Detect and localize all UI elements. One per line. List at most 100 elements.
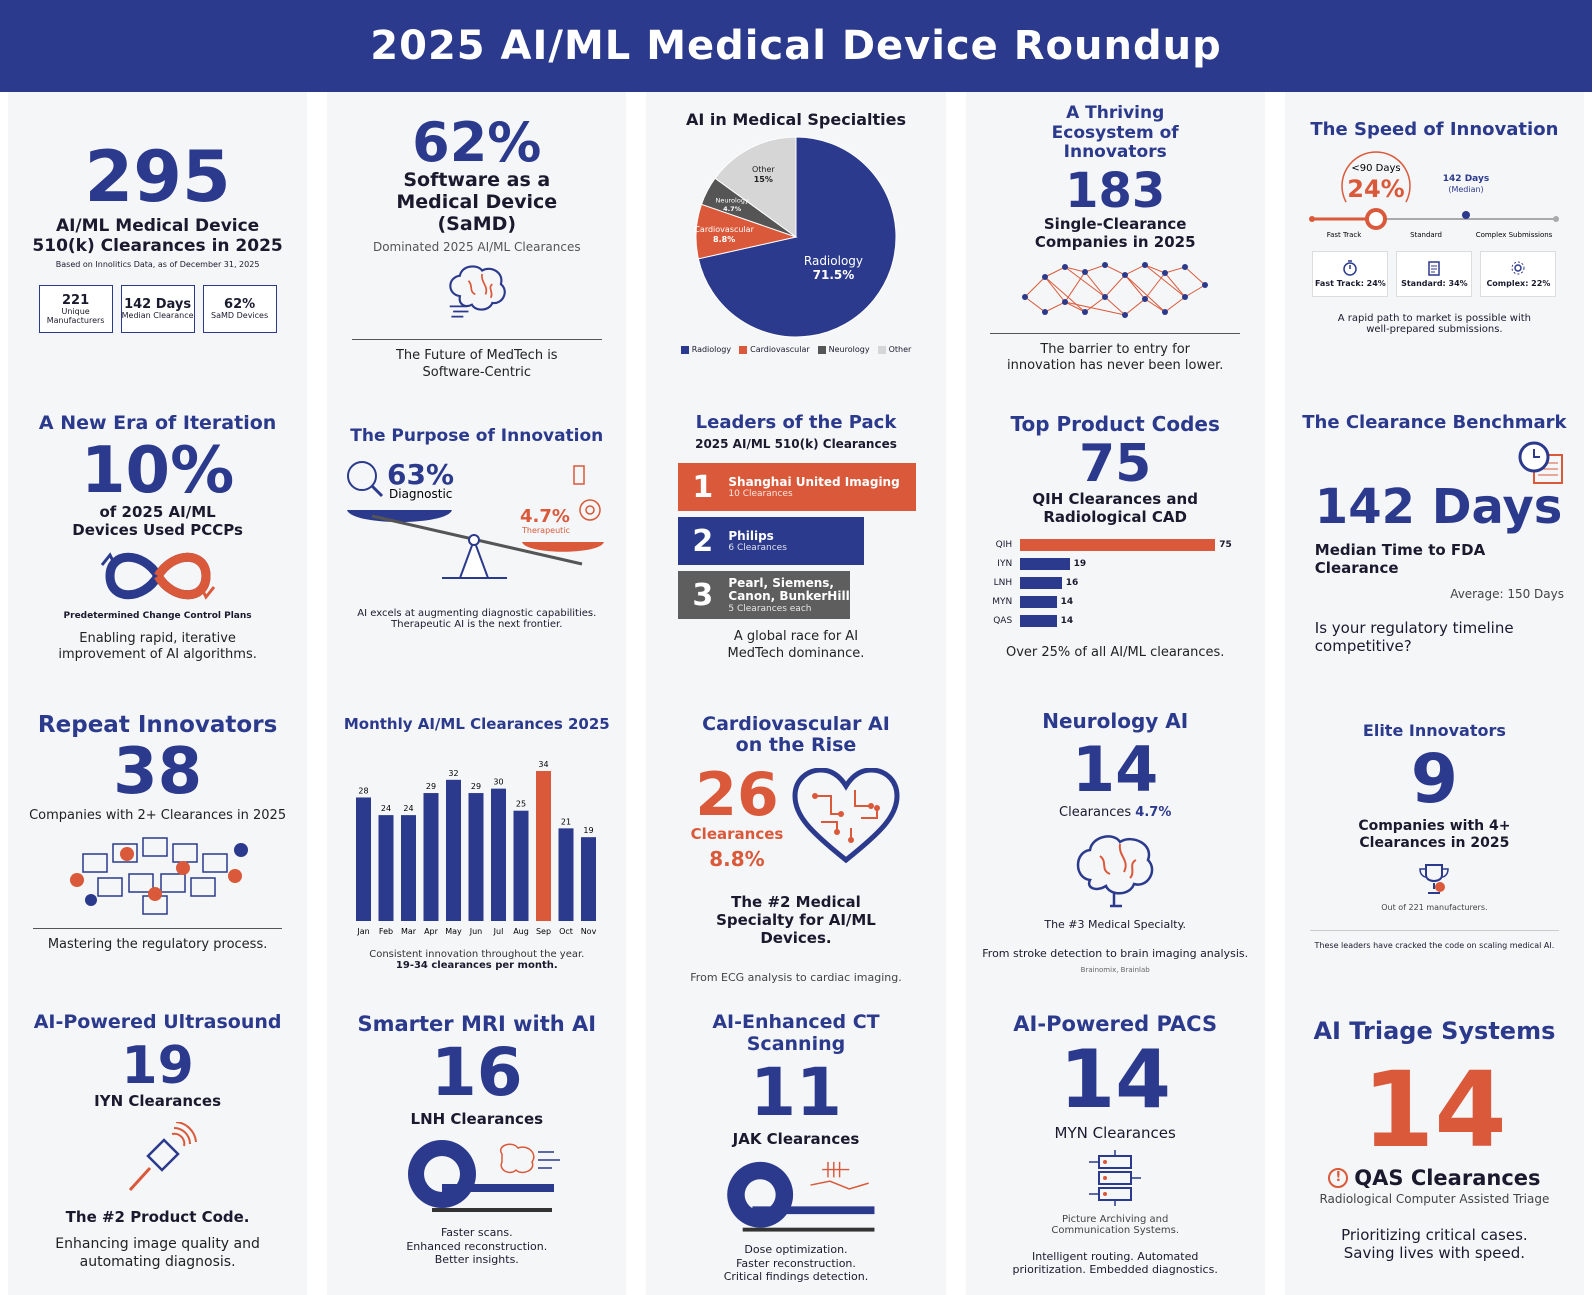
pacs-note: Picture Archiving and Communication Syst… [1051, 1214, 1180, 1237]
monthly-tick-jun: Jun [469, 927, 483, 936]
gear-icon [1511, 261, 1525, 275]
total-clearances-value: 295 [84, 136, 231, 218]
speed-box-complex: Complex: 22% [1480, 250, 1557, 297]
median-label: (Median) [1449, 185, 1484, 194]
elite-sub: Companies with 4+ Clearances in 2025 [1358, 817, 1511, 851]
monthly-value-aug: 25 [516, 799, 526, 808]
leaders-footer: A global race for AI MedTech dominance. [727, 629, 865, 661]
pill-bottle-icon [573, 465, 585, 486]
therapeutic-pct: 4.7% [520, 506, 570, 527]
purpose-footer: AI excels at augmenting diagnostic capab… [357, 608, 597, 631]
infographic-grid: 295 AI/ML Medical Device 510(k) Clearanc… [0, 92, 1592, 1295]
source-note: Based on Innolitics Data, as of December… [55, 260, 260, 269]
triage-sub: QAS Clearances [1354, 1165, 1541, 1190]
card-product-codes: Top Product Codes 75 QIH Clearances and … [965, 392, 1265, 694]
monthly-bar-jan [355, 797, 371, 921]
neuro-sub: The #3 Medical Specialty. [1044, 917, 1187, 931]
neuro-value: 14 [1072, 732, 1159, 806]
ct-sub: JAK Clearances [732, 1129, 860, 1148]
samd-sub: Dominated 2025 AI/ML Clearances [372, 239, 581, 254]
hbar-value: 14 [1060, 616, 1074, 627]
monthly-tick-mar: Mar [401, 927, 417, 936]
speed-box-fast: Fast Track: 24% [1312, 250, 1389, 297]
stopwatch-icon [1343, 259, 1358, 276]
leaders-subtitle: 2025 AI/ML 510(k) Clearances [695, 437, 897, 452]
pacs-value: 14 [1059, 1033, 1171, 1127]
speed-footer: A rapid path to market is possible with … [1337, 312, 1531, 335]
pccp-title: A New Era of Iteration [38, 411, 277, 434]
pccp-value: 10% [81, 433, 235, 508]
monthly-tick-aug: Aug [513, 927, 529, 936]
therapeutic-label: Therapeutic [521, 526, 570, 535]
monthly-bar-sep [535, 770, 551, 921]
cardio-label: Clearances [690, 825, 784, 844]
product-codes-bar-chart: QIH 75 IYN 19 LNH 16 MYN 14 QAS 14 [990, 536, 1240, 631]
diagnostic-pct: 63% [387, 460, 454, 491]
leaders-title: Leaders of the Pack [695, 411, 897, 433]
leader-row-1: 1 Shanghai United Imaging 10 Clearances [678, 463, 917, 512]
mri-title: Smarter MRI with AI [357, 1012, 597, 1037]
monthly-footer-1: Consistent innovation throughout the yea… [369, 948, 585, 960]
balance-scale-graphic: 63% Diagnostic 4.7% Therapeutic [346, 460, 604, 580]
mri-value: 16 [430, 1034, 523, 1112]
monthly-tick-oct: Oct [559, 927, 573, 936]
benchmark-value: 142 Days [1314, 479, 1563, 536]
hbar-label: IYN [997, 559, 1013, 570]
fast-track-pct: 24% [1348, 175, 1405, 203]
mri-sub: LNH Clearances [410, 1110, 544, 1129]
stat-boxes: 221 Unique Manufacturers 142 Days Median C… [38, 285, 277, 333]
network-graph-icon [1022, 261, 1209, 318]
neuro-pct: 4.7% [1135, 804, 1172, 820]
stat-box-median: 142 Days Median Clearance [120, 285, 195, 333]
hbar-label: QIH [995, 540, 1013, 551]
card-mri: Smarter MRI with AI 16 LNH Clearances Fa… [327, 994, 627, 1295]
monthly-footer-2: 19-34 clearances per month. [395, 959, 558, 971]
card-triage: AI Triage Systems 14 ! QAS Clearances Ra… [1284, 994, 1584, 1295]
monthly-value-sep: 34 [538, 760, 548, 769]
monthly-bar-may [445, 779, 461, 921]
ultrasound-probe-icon [128, 1122, 197, 1192]
monthly-bar-oct [558, 828, 574, 921]
monthly-bar-mar [400, 814, 416, 921]
card-elite: Elite Innovators 9 Companies with 4+ Cle… [1284, 693, 1584, 995]
benchmark-question: Is your regulatory timeline competitive? [1314, 619, 1514, 656]
card-neurology: Neurology AI 14 Clearances 4.7% The #3 M… [965, 693, 1265, 995]
samd-footer: The Future of MedTech is Software-Centri… [395, 348, 558, 380]
pie-title: AI in Medical Specialties [686, 110, 906, 129]
ultrasound-sub: IYN Clearances [94, 1092, 222, 1111]
hbar-label: MYN [992, 597, 1013, 608]
card-ultrasound: AI-Powered Ultrasound 19 IYN Clearances … [8, 994, 308, 1295]
infinity-loop-icon [100, 551, 215, 600]
divider [32, 928, 283, 930]
speed-title: The Speed of Innovation [1310, 119, 1559, 140]
card-leaders: Leaders of the Pack 2025 AI/ML 510(k) Cl… [646, 392, 946, 694]
monthly-tick-nov: Nov [580, 927, 596, 936]
triage-sub-line: ! QAS Clearances [1328, 1165, 1541, 1190]
alert-icon: ! [1328, 1167, 1349, 1188]
monthly-bar-jul [490, 788, 506, 921]
magnifier-icon [346, 461, 377, 492]
monthly-title: Monthly AI/ML Clearances 2025 [343, 714, 610, 733]
cardio-stats: 26 Clearances 8.8% [691, 765, 902, 871]
server-stack-icon [1089, 1150, 1142, 1207]
pie-label-neurology: Neurology 4.7% [716, 197, 749, 214]
triage-title: AI Triage Systems [1313, 1017, 1556, 1046]
pie-label-other: Other 15% [752, 165, 775, 184]
ecosystem-title: A Thriving Ecosystem of Innovators [1051, 103, 1179, 163]
card-total-clearances: 295 AI/ML Medical Device 510(k) Clearanc… [8, 92, 308, 393]
leaders-list: 1 Shanghai United Imaging 10 Clearances 2… [678, 457, 917, 620]
hbar-row-qas: QAS 14 [990, 612, 1240, 631]
speed-track: <90 Days 24% 142 Days (Median) Fast Trac… [1309, 151, 1560, 239]
codes-title: Top Product Codes [1010, 411, 1220, 436]
codes-value: 75 [1079, 433, 1152, 494]
ultrasound-rank: The #2 Product Code. [65, 1208, 250, 1227]
monthly-value-may: 32 [448, 769, 458, 778]
pie-legend-radiology: Radiology [680, 345, 731, 354]
neuro-footer: From stroke detection to brain imaging a… [982, 946, 1249, 960]
pccp-caption: Predetermined Change Control Plans [63, 610, 252, 621]
monthly-value-jul: 30 [493, 777, 503, 786]
total-line1: AI/ML Medical Device [55, 216, 260, 236]
ecosystem-footer: The barrier to entry for innovation has … [1007, 341, 1224, 373]
track-complex: Complex Submissions [1476, 231, 1553, 239]
mri-footer: Faster scans. Enhanced reconstruction. Bet… [406, 1226, 548, 1266]
